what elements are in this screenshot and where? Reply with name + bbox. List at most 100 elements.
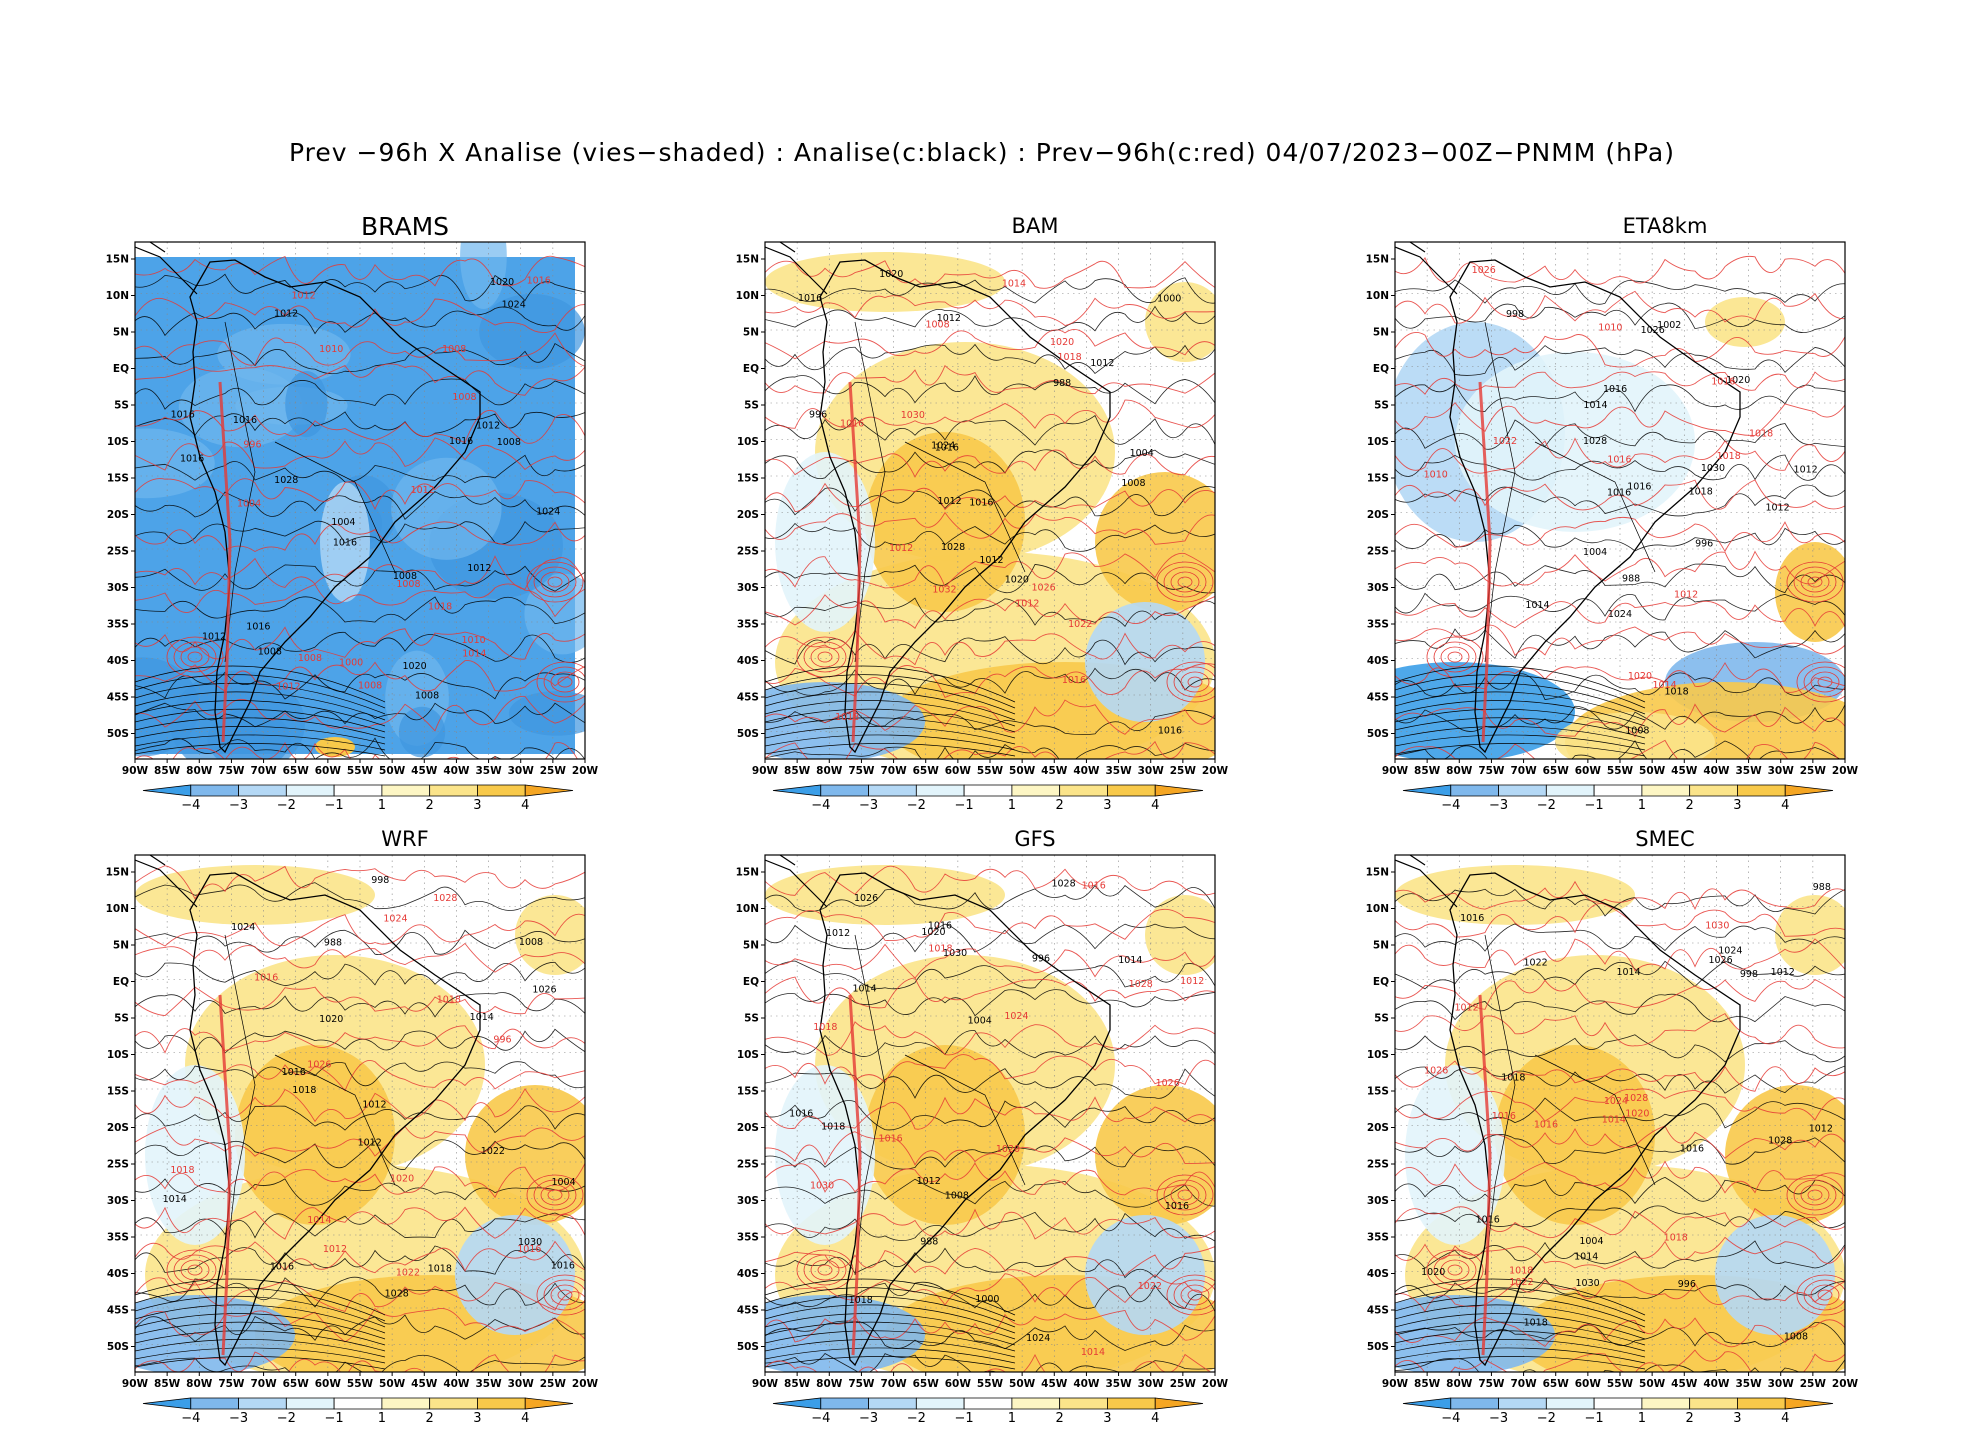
lat-tick-label: EQ xyxy=(113,363,129,375)
colorbar-label: 4 xyxy=(1781,798,1789,813)
colorbar-swatch xyxy=(1011,784,1061,797)
contour-label-black: 1000 xyxy=(975,1294,999,1305)
colorbar-swatch xyxy=(1154,784,1204,797)
contour-label-red: 1012 xyxy=(276,682,300,693)
colorbar-label: 1 xyxy=(1638,1411,1646,1426)
lon-tick-label: 50W xyxy=(1009,765,1036,777)
contour-label-black: 1016 xyxy=(928,921,952,932)
lat-tick-label: 20S xyxy=(107,509,129,521)
map-panel-wrf: WRF 1016 1014 1018 1016 1012 1020 1024 1028 1030 1… xyxy=(95,827,715,1448)
colorbar-swatch xyxy=(1402,1397,1452,1410)
contour-label-black: 1024 xyxy=(536,507,560,518)
contour-label-black: 1016 xyxy=(180,453,204,464)
contour-label-black: 1024 xyxy=(931,441,955,452)
colorbar-label: −2 xyxy=(1537,798,1556,813)
lon-tick-label: 35W xyxy=(475,765,502,777)
contour-label-red: 1012 xyxy=(1454,1003,1478,1014)
contour-label-red: 1026 xyxy=(1472,265,1496,276)
map-panel-gfs: GFS 1012 1016 1014 1016 1018 1020 1024 1028 1030 1… xyxy=(725,827,1345,1448)
colorbar-swatch xyxy=(429,784,478,797)
contour-label-black: 996 xyxy=(1695,538,1713,549)
lat-tick-label: 25S xyxy=(737,546,759,558)
contour-label-red: 1008 xyxy=(452,392,476,403)
lon-tick-label: 55W xyxy=(347,1378,374,1390)
lon-tick-label: 35W xyxy=(475,1378,502,1390)
contour-label-black: 1008 xyxy=(1121,478,1145,489)
contour-label-black: 1012 xyxy=(202,631,226,642)
lat-tick-label: 45S xyxy=(107,1305,129,1317)
contour-label-red: 1012 xyxy=(411,485,435,496)
colorbar-label: 3 xyxy=(473,1411,481,1426)
colorbar-swatch xyxy=(477,1397,526,1410)
colorbar-swatch xyxy=(1737,1397,1786,1410)
lon-tick-label: 85W xyxy=(784,1378,811,1390)
contour-label-red: 1012 xyxy=(889,543,913,554)
colorbar-swatch xyxy=(1784,784,1834,797)
contour-label-red: 1012 xyxy=(1674,590,1698,601)
lon-tick-label: 20W xyxy=(1202,765,1229,777)
lat-tick-label: 10S xyxy=(737,1049,759,1061)
contour-label-black: 1020 xyxy=(1005,574,1029,585)
colorbar-label: 1 xyxy=(1008,798,1016,813)
contour-label-red: 1018 xyxy=(928,943,952,954)
panel-title: GFS xyxy=(1014,827,1056,851)
lon-tick-label: 55W xyxy=(347,765,374,777)
colorbar-swatch xyxy=(477,784,526,797)
contour-label-red: 1000 xyxy=(339,658,363,669)
contour-label-black: 1014 xyxy=(1616,967,1640,978)
contour-label-red: 1024 xyxy=(1604,1096,1628,1107)
colorbar-label: 2 xyxy=(1686,1411,1694,1426)
contour-label-black: 1008 xyxy=(1784,1331,1808,1342)
lon-tick-label: 75W xyxy=(218,765,245,777)
lat-tick-label: 10S xyxy=(107,1049,129,1061)
contour-label-black: 1012 xyxy=(938,496,962,507)
lat-tick-label: 15S xyxy=(1367,1086,1389,1098)
lon-tick-label: 40W xyxy=(1073,1378,1100,1390)
panel-title: SMEC xyxy=(1635,827,1695,851)
contour-label-black: 1016 xyxy=(171,410,195,421)
lon-tick-label: 60W xyxy=(945,1378,972,1390)
contour-label-red: 1004 xyxy=(237,498,261,509)
contour-label-black: 1024 xyxy=(1026,1333,1050,1344)
colorbar-label: −2 xyxy=(907,1411,926,1426)
contour-label-red: 1026 xyxy=(307,1060,331,1071)
contour-label-black: 1020 xyxy=(490,277,514,288)
lon-tick-label: 65W xyxy=(913,765,940,777)
contour-label-black: 1012 xyxy=(826,928,850,939)
lon-tick-label: 60W xyxy=(1575,1378,1602,1390)
colorbar-swatch xyxy=(142,784,192,797)
lon-tick-label: 70W xyxy=(250,1378,277,1390)
colorbar: −4 −3 −2 −1 1 2 3 4 xyxy=(772,1397,1204,1426)
colorbar-swatch xyxy=(963,784,1013,797)
colorbar-swatch xyxy=(1641,784,1691,797)
lon-tick-label: 70W xyxy=(880,765,907,777)
contour-label-red: 1014 xyxy=(462,648,486,659)
contour-label-black: 1016 xyxy=(789,1108,813,1119)
lat-tick-label: 15S xyxy=(737,473,759,485)
contour-label-red: 1032 xyxy=(932,585,956,596)
colorbar-swatch xyxy=(285,784,335,797)
lon-tick-label: 20W xyxy=(572,1378,599,1390)
lat-tick-label: 45S xyxy=(1367,1305,1389,1317)
colorbar-label: −2 xyxy=(907,798,926,813)
contour-label-red: 996 xyxy=(243,439,261,450)
lon-tick-label: 50W xyxy=(1639,765,1666,777)
colorbar-label: 2 xyxy=(1056,798,1064,813)
lat-tick-label: 20S xyxy=(737,1122,759,1134)
lat-tick-label: 40S xyxy=(1367,655,1389,667)
lon-tick-label: 20W xyxy=(572,765,599,777)
colorbar-swatch xyxy=(868,784,917,797)
lat-tick-label: EQ xyxy=(1373,976,1389,988)
contour-label-red: 1022 xyxy=(1068,619,1092,630)
lat-tick-label: 30S xyxy=(737,582,759,594)
contour-label-black: 1022 xyxy=(481,1146,505,1157)
map-plot: 1012 1016 1014 1016 1018 1020 1024 1028 1030 1026… xyxy=(736,854,1229,1426)
contour-label-red: 1018 xyxy=(1664,1232,1688,1243)
colorbar-label: −1 xyxy=(1585,798,1604,813)
contour-label-red: 1018 xyxy=(1749,428,1773,439)
colorbar-swatch xyxy=(1059,784,1108,797)
contour-label-black: 1030 xyxy=(518,1237,542,1248)
lat-tick-label: 30S xyxy=(1367,1195,1389,1207)
contour-label-red: 1012 xyxy=(323,1244,347,1255)
lon-tick-label: 70W xyxy=(1510,1378,1537,1390)
